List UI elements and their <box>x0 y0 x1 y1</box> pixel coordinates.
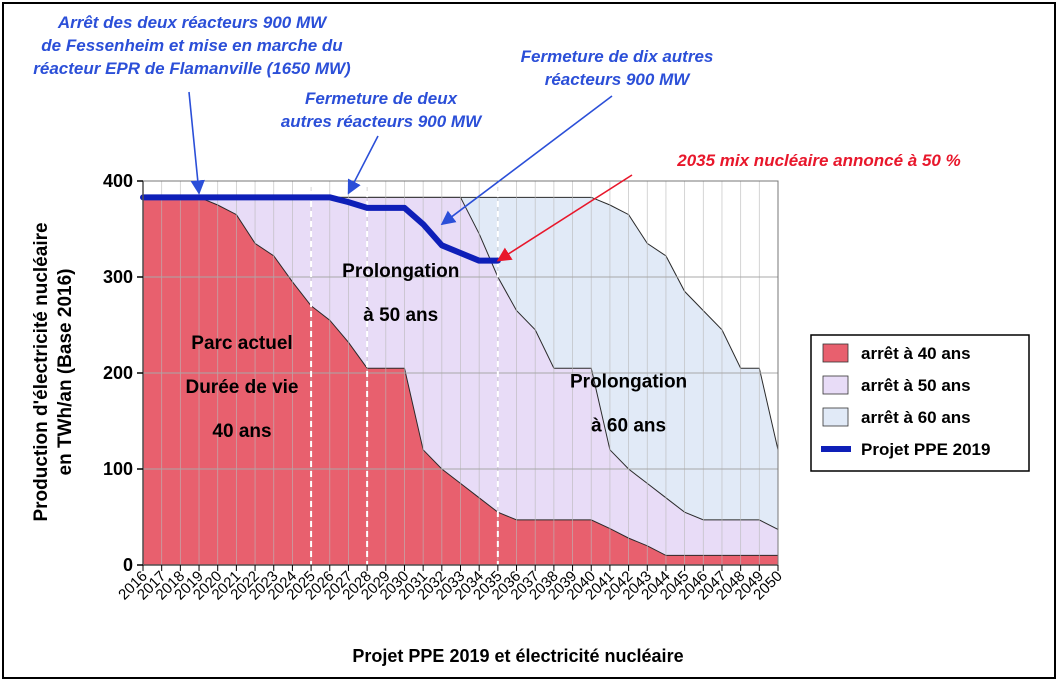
annotation-line: de Fessenheim et mise en marche du <box>41 36 343 55</box>
legend-label-4: Projet PPE 2019 <box>861 440 990 459</box>
annotation-line: Fermeture de dix autres <box>521 47 714 66</box>
ppe-line-layer <box>140 194 501 264</box>
y-tick-label: 100 <box>103 459 133 479</box>
y-axis-label-line: Production d'électricité nucléaire <box>31 222 52 521</box>
annotation-arrow-3 <box>440 95 613 226</box>
legend-swatch-1[interactable] <box>822 343 849 363</box>
legend-label-2: arrêt à 50 ans <box>861 376 971 395</box>
annotation-arrow-4 <box>496 174 633 262</box>
region-label-line: Prolongation <box>342 261 459 282</box>
region-label-line: à 60 ans <box>591 415 666 436</box>
x-tick-labels: 2016201720182019202020212022202320242025… <box>115 568 786 604</box>
annotation-1: Arrêt des deux réacteurs 900 MW de Fessen… <box>33 13 351 78</box>
annotation-arrow-1 <box>188 91 205 195</box>
legend-label-3: arrêt à 60 ans <box>861 408 971 427</box>
ppe-2019-line[interactable] <box>140 194 501 264</box>
axes-layer <box>137 180 779 571</box>
y-tick-label: 200 <box>103 363 133 383</box>
region-label-2: Prolongation à 50 ans <box>342 261 459 326</box>
y-axis-label-line: en TWh/an (Base 2016) <box>55 269 76 476</box>
legend-swatch-2[interactable] <box>822 375 849 395</box>
legend-swatch-3[interactable] <box>822 407 849 427</box>
region-label-line: 40 ans <box>212 421 271 442</box>
region-label-line: à 50 ans <box>363 305 438 326</box>
annotation-4: 2035 mix nucléaire annoncé à 50 % <box>676 151 960 170</box>
annotation-line: 2035 mix nucléaire annoncé à 50 % <box>676 151 960 170</box>
region-label-line: Parc actuel <box>191 333 292 354</box>
annotation-2: Fermeture de deux autres réacteurs 900 MW <box>281 89 483 131</box>
annotations: Arrêt des deux réacteurs 900 MW de Fessen… <box>33 13 961 262</box>
annotation-line: réacteurs 900 MW <box>545 70 692 89</box>
x-axis-label: Projet PPE 2019 et électricité nucléaire <box>352 646 683 666</box>
y-tick-labels: 0 100 200 300 400 <box>103 171 133 575</box>
annotation-3: Fermeture de dix autres réacteurs 900 MW <box>521 47 714 89</box>
annotation-line: Arrêt des deux réacteurs 900 MW <box>57 13 328 32</box>
y-axis-label: Production d'électricité nucléaire en TWh… <box>31 222 76 521</box>
legend: arrêt à 40 ans arrêt à 50 ans arrêt à 60 a… <box>810 334 1030 472</box>
annotation-arrow-2 <box>347 135 379 195</box>
annotation-line: réacteur EPR de Flamanville (1650 MW) <box>33 59 351 78</box>
annotation-line: autres réacteurs 900 MW <box>281 112 483 131</box>
region-label-3: Prolongation à 60 ans <box>570 371 687 436</box>
area-series-1[interactable] <box>142 196 779 566</box>
region-label-line: Durée de vie <box>185 377 298 398</box>
region-label-line: Prolongation <box>570 371 687 392</box>
region-labels: Parc actuel Durée de vie 40 ans Prolongatio… <box>185 261 687 442</box>
annotation-line: Fermeture de deux <box>305 89 459 108</box>
region-label-1: Parc actuel Durée de vie 40 ans <box>185 333 298 442</box>
y-tick-label: 400 <box>103 171 133 191</box>
legend-label-1: arrêt à 40 ans <box>861 344 971 363</box>
y-tick-label: 300 <box>103 267 133 287</box>
y-tick-label: 0 <box>123 555 133 575</box>
axis-labels: Projet PPE 2019 et électricité nucléaire… <box>31 222 684 666</box>
marker-vlines <box>310 181 499 565</box>
